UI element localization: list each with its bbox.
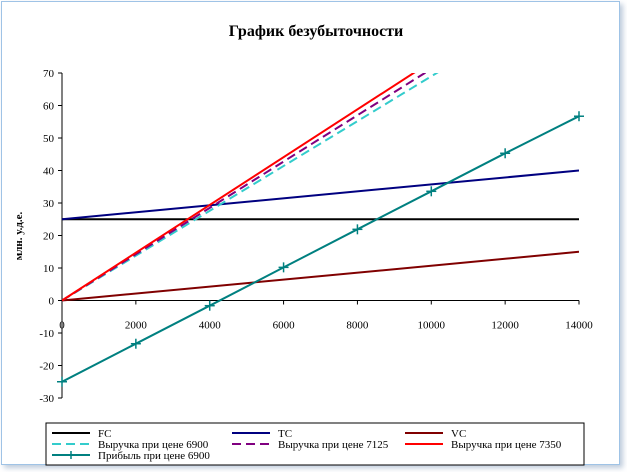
series-line-3: [62, 250, 579, 302]
chart-title: График безубыточности: [229, 23, 404, 40]
series-line-4: [62, 73, 439, 302]
y-axis-label: млн. у.д.е.: [13, 211, 25, 260]
series-line-2: [62, 169, 579, 221]
y-tick-label: 40: [43, 166, 55, 178]
series-line-5: [62, 73, 427, 302]
legend-label-4: Выручка при цене 6900: [98, 439, 209, 451]
y-tick-label: 70: [43, 68, 55, 80]
legend-label-6: Выручка при цене 7350: [451, 439, 562, 451]
legend-label-1: FC: [98, 428, 111, 440]
x-tick-label: 2000: [125, 320, 148, 332]
y-tick-label: 30: [43, 198, 55, 210]
series-group: [62, 73, 579, 383]
y-tick-label: -10: [39, 328, 54, 340]
x-tick-label: 12000: [491, 320, 519, 332]
y-tick-label: -30: [39, 393, 54, 405]
legend-label-2: TC: [278, 428, 292, 440]
series-line-6: [62, 73, 416, 302]
legend-label-7: Прибыль при цене 6900: [98, 450, 210, 462]
y-tick-label: 10: [43, 263, 55, 275]
y-tick-label: 60: [43, 101, 55, 113]
y-tick-label: 0: [49, 296, 55, 308]
x-tick-label: 14000: [565, 320, 593, 332]
x-tick-label: 6000: [273, 320, 296, 332]
legend-box: [45, 422, 585, 466]
legend: FC TC VC Выручка при цене 6900 Выручка при ц…: [45, 422, 585, 466]
x-tick-label: 4000: [199, 320, 222, 332]
y-tick-label: -20: [39, 361, 54, 373]
x-tick-label: 0: [59, 320, 65, 332]
plot-area: -30 -20 -10 0 10 20 30 40 50 60 70 0 2000 4000 6000 800…: [39, 68, 593, 405]
legend-label-5: Выручка при цене 7125: [278, 439, 389, 451]
series-line-7: [62, 115, 579, 383]
chart-frame: [1, 1, 620, 465]
x-tick-label: 10000: [418, 320, 446, 332]
x-tick-label: 8000: [346, 320, 369, 332]
y-tick-label: 50: [43, 133, 55, 145]
legend-label-3: VC: [451, 428, 466, 440]
y-tick-label: 20: [43, 231, 55, 243]
